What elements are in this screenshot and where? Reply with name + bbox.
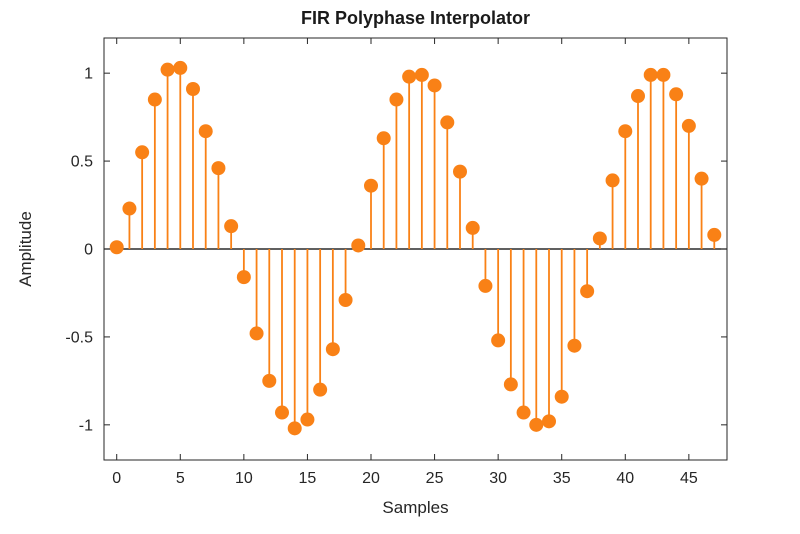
- stem-marker: [402, 69, 417, 84]
- stem-marker: [313, 382, 328, 397]
- stem-marker: [109, 240, 124, 255]
- stem-marker: [529, 417, 544, 432]
- stem-marker: [491, 333, 506, 348]
- stem-marker: [135, 145, 150, 160]
- stem-marker: [262, 373, 277, 388]
- x-tick-label: 40: [616, 470, 634, 487]
- chart-title: FIR Polyphase Interpolator: [300, 8, 531, 28]
- x-tick-label: 35: [553, 470, 571, 487]
- y-tick-label: 1: [84, 66, 93, 83]
- stem-marker: [414, 67, 429, 82]
- x-axis-label: Samples: [382, 498, 449, 517]
- stem-marker: [198, 124, 213, 139]
- x-tick-label: 20: [362, 470, 380, 487]
- stem-marker: [351, 238, 366, 253]
- x-tick-label: 15: [299, 470, 317, 487]
- stem-marker: [542, 414, 556, 429]
- stem-marker: [160, 62, 175, 77]
- stem-marker: [376, 131, 391, 146]
- y-tick-label: 0: [84, 242, 93, 259]
- stem-marker: [287, 421, 302, 436]
- x-tick-label: 30: [489, 470, 507, 487]
- stem-marker: [694, 171, 709, 186]
- stem-marker: [669, 87, 684, 102]
- stem-marker: [338, 292, 353, 307]
- stem-marker: [605, 173, 620, 188]
- stem-marker: [440, 115, 455, 130]
- y-tick-label: -0.5: [65, 329, 93, 346]
- stem-marker: [211, 161, 226, 176]
- stem-marker: [478, 278, 493, 293]
- stem-marker: [147, 92, 162, 107]
- stem-marker: [631, 89, 645, 104]
- stem-marker: [554, 389, 569, 404]
- stem-marker: [656, 67, 671, 82]
- stem-marker: [681, 118, 696, 133]
- stem-marker: [275, 405, 289, 420]
- x-tick-label: 45: [680, 470, 698, 487]
- x-tick-label: 10: [235, 470, 253, 487]
- stem-marker: [249, 326, 264, 341]
- stem-marker: [567, 338, 582, 353]
- x-tick-label: 25: [426, 470, 444, 487]
- y-axis-label: Amplitude: [16, 211, 35, 287]
- stem-marker: [122, 201, 137, 216]
- stem-marker: [364, 178, 378, 193]
- stem-marker: [186, 81, 200, 96]
- stem-marker: [503, 377, 518, 392]
- x-tick-label: 0: [112, 470, 121, 487]
- stem-marker: [580, 284, 595, 299]
- stem-marker: [325, 342, 340, 357]
- stem-marker: [300, 412, 315, 427]
- stem-marker: [618, 124, 633, 139]
- stem-marker: [707, 227, 722, 242]
- stem-marker: [453, 164, 467, 179]
- stem-marker: [236, 270, 251, 285]
- stem-marker: [224, 219, 239, 234]
- stem-marker: [516, 405, 531, 420]
- stem-marker: [592, 231, 607, 246]
- stem-marker: [465, 220, 480, 235]
- stem-marker: [173, 60, 188, 75]
- y-tick-label: -1: [79, 417, 93, 434]
- x-tick-label: 5: [176, 470, 185, 487]
- stem-marker: [389, 92, 404, 107]
- stem-marker: [643, 67, 658, 82]
- stem-marker: [427, 78, 442, 93]
- y-tick-label: 0.5: [71, 154, 93, 171]
